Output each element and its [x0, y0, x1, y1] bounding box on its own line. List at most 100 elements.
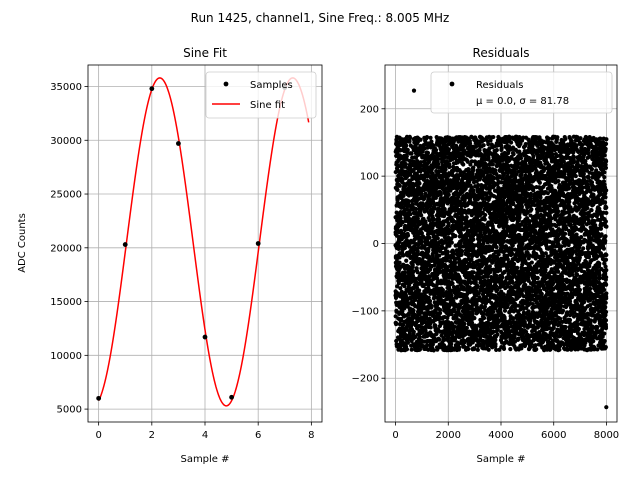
residual-point [446, 192, 451, 197]
0-xtick-label: 6 [255, 430, 261, 441]
residual-point [453, 260, 458, 265]
sine-fit-plot-area [96, 77, 310, 407]
residual-point [402, 245, 407, 251]
residual-point [397, 255, 402, 260]
residual-point [494, 245, 499, 250]
residual-point [411, 269, 416, 274]
residual-point [494, 284, 499, 289]
residual-point [400, 308, 405, 314]
residual-point [395, 187, 400, 193]
residual-point [398, 216, 403, 221]
residual-point [447, 164, 452, 170]
sample-point [149, 86, 155, 92]
residual-point [462, 321, 467, 326]
residual-point [450, 281, 455, 286]
residual-point [436, 162, 441, 167]
sine-fit-title: Sine Fit [183, 46, 227, 60]
residual-point [406, 199, 411, 204]
figure-suptitle: Run 1425, channel1, Sine Freq.: 8.005 MH… [191, 11, 450, 25]
residual-point [424, 134, 430, 140]
sine-fit-legend: Samples Sine fit [205, 71, 317, 119]
residual-point [394, 321, 399, 327]
residual-point [437, 337, 442, 342]
legend-sine-fit-label: Sine fit [250, 100, 285, 111]
residual-point [491, 309, 496, 315]
residual-point [500, 275, 505, 280]
sample-point [176, 141, 181, 146]
residual-point [400, 178, 405, 183]
residual-point [486, 142, 491, 147]
residual-point [509, 140, 514, 145]
residual-point [417, 181, 422, 186]
sample-point [122, 242, 128, 247]
residual-point [395, 284, 400, 289]
residuals-plot-area [393, 88, 609, 410]
residual-point [502, 308, 508, 313]
residual-point [482, 315, 487, 321]
residual-point [419, 191, 424, 196]
residual-point [419, 213, 424, 218]
residual-point [482, 217, 487, 222]
residual-point [517, 215, 522, 220]
sine-fit-grid [88, 65, 322, 422]
residual-point [404, 258, 409, 263]
residual-point [464, 215, 469, 220]
residual-point [413, 334, 418, 340]
0-ytick-label: 35000 [50, 82, 82, 93]
residual-point [464, 325, 469, 331]
residual-point [427, 235, 432, 240]
sine-fit-panel: 0 2 4 6 85000100001500020000250003000035000 … [17, 46, 323, 465]
residual-point [403, 162, 408, 167]
residual-point [404, 154, 409, 159]
residual-point [443, 167, 448, 172]
0-ytick-label: 30000 [50, 136, 82, 147]
residual-point [402, 270, 408, 275]
residual-point [416, 251, 421, 257]
residual-point [404, 347, 410, 352]
residual-point [411, 329, 416, 334]
residual-point [453, 233, 458, 239]
residual-point [400, 322, 406, 328]
residual-point [425, 150, 431, 155]
residual-point [493, 342, 498, 347]
residual-point [405, 340, 411, 345]
residual-point [423, 192, 428, 197]
residual-point [466, 346, 471, 352]
sine-fit-ylabel: ADC Counts [17, 213, 28, 273]
residual-point [471, 237, 476, 242]
residual-point [431, 348, 436, 353]
0-xtick-label: 0 [95, 430, 101, 441]
residual-point [409, 151, 414, 156]
residual-point [418, 309, 424, 314]
residual-point [472, 346, 477, 352]
residual-point [427, 298, 433, 304]
0-ytick-label: 20000 [50, 243, 82, 254]
residual-point [394, 233, 400, 238]
residual-point [459, 252, 464, 257]
residual-point [495, 332, 500, 337]
residual-point [419, 239, 424, 244]
residual-point [399, 228, 404, 233]
residual-point [428, 135, 433, 140]
residual-point [504, 217, 509, 223]
residual-point [398, 286, 403, 291]
residual-point [472, 315, 477, 321]
residual-point [519, 204, 524, 209]
residual-point [449, 240, 454, 245]
residual-point [477, 148, 482, 153]
legend-samples-label: Samples [250, 80, 293, 91]
residual-point [440, 287, 445, 293]
residual-point [409, 347, 414, 352]
residual-point [428, 325, 433, 330]
0-ytick-label: 25000 [50, 190, 82, 201]
residual-point [461, 162, 466, 167]
sine-fit-xlabel: Sample # [180, 454, 229, 465]
residual-point [501, 346, 507, 351]
sample-point [229, 394, 234, 400]
residual-point [456, 176, 461, 182]
0-ytick-label: 5000 [57, 405, 82, 416]
residual-point [397, 183, 402, 188]
residual-point [410, 262, 415, 268]
